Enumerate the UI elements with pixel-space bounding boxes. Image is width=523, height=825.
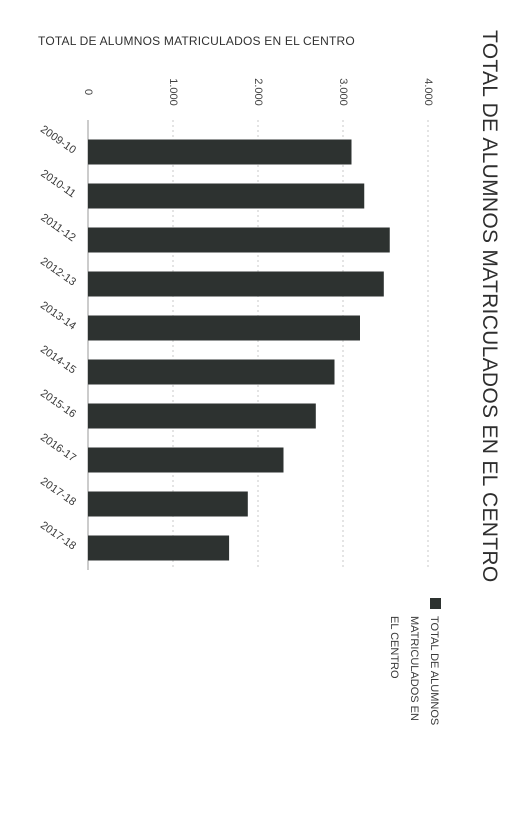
category-label: 2012-13 — [38, 255, 78, 288]
bar — [88, 183, 365, 209]
bar — [88, 139, 352, 165]
bar — [88, 359, 335, 385]
bar — [88, 535, 230, 561]
chart-main-title: TOTAL DE ALUMNOS MATRICULADOS EN EL CENT… — [478, 30, 501, 583]
bar — [88, 491, 248, 517]
legend-swatch — [430, 598, 441, 609]
bar — [88, 315, 360, 341]
x-tick-label: 1.000 — [167, 78, 179, 106]
bar — [88, 227, 390, 253]
x-tick-label: 4.000 — [422, 78, 434, 106]
x-tick-label: 2.000 — [252, 78, 264, 106]
category-label: 2017-18 — [38, 519, 78, 552]
category-label: 2015-16 — [38, 387, 78, 420]
category-label: 2009-10 — [38, 123, 78, 156]
bar — [88, 447, 284, 473]
bar — [88, 271, 384, 297]
chart-top-title: TOTAL DE ALUMNOS MATRICULADOS EN EL CENT… — [38, 34, 355, 48]
category-label: 2014-15 — [38, 343, 78, 376]
category-label: 2010-11 — [38, 168, 77, 201]
x-tick-label: 3.000 — [337, 78, 349, 106]
x-tick-label: 0 — [82, 89, 94, 95]
category-label: 2011-12 — [38, 212, 77, 245]
category-label: 2013-14 — [38, 299, 78, 332]
category-label: 2016-17 — [38, 431, 78, 464]
bar — [88, 403, 316, 429]
legend-label: TOTAL DE ALUMNOS MATRICULADOS EN EL CENT… — [388, 616, 440, 726]
category-label: 2017-18 — [38, 475, 78, 508]
